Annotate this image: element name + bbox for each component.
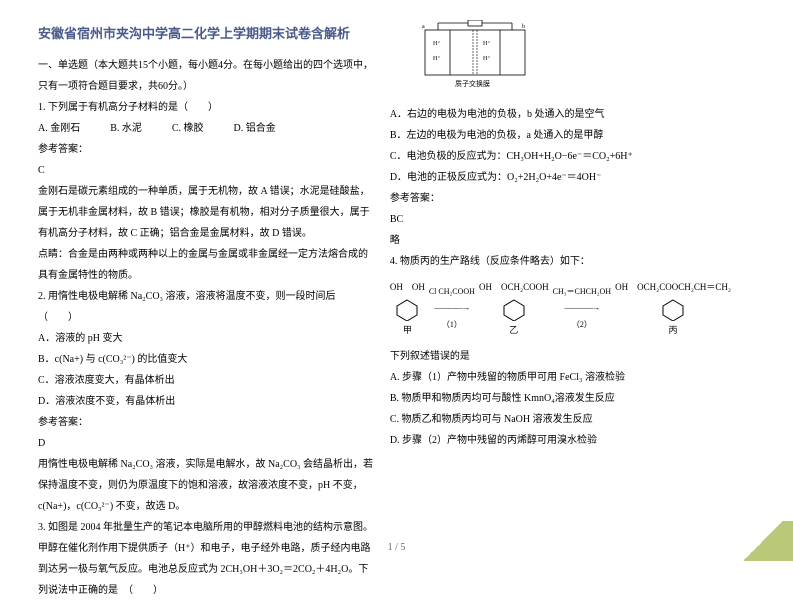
mol3-name: 丙 xyxy=(615,321,731,340)
svg-text:H⁺: H⁺ xyxy=(483,55,491,62)
q4-sub: 下列叙述错误的是 xyxy=(390,346,755,367)
mol1-label: OH OH xyxy=(390,278,425,297)
q3-explain: 略 xyxy=(390,230,755,251)
right-column: H⁺ H⁺ H⁺ H⁺ a b 质子交换膜 A．右边的电极为电池的负极，b 处通… xyxy=(382,20,763,561)
molecule-bing: OH OCH₂COOCH₂CH＝CH₂ 丙 xyxy=(615,278,731,340)
answer-label: 参考答案： xyxy=(390,188,755,209)
q2-opt-b: B．c(Na+) 与 c(CO₃²⁻) 的比值变大 xyxy=(38,349,374,370)
q1-options: A. 金刚石 B. 水泥 C. 橡胶 D. 铝合金 xyxy=(38,118,374,139)
q2-opt-c: C．溶液浓度变大，有晶体析出 xyxy=(38,370,374,391)
mol2-label: OH OCH₂COOH xyxy=(479,278,549,297)
q3-stem: 3. 如图是 2004 年批量生产的笔记本电脑所用的甲醇燃料电池的结构示意图。甲… xyxy=(38,517,374,601)
q4-opt-a: A. 步骤（1）产物中残留的物质甲可用 FeCl₃ 溶液检验 xyxy=(390,367,755,388)
molecule-yi: OH OCH₂COOH 乙 xyxy=(479,278,549,340)
arrow-icon: ————→ xyxy=(553,300,611,317)
q1-stem: 1. 下列属于有机高分子材料的是（ ） xyxy=(38,97,374,118)
mol2-name: 乙 xyxy=(479,321,549,340)
arrow-icon: ————→ xyxy=(429,300,475,317)
q3-opt-b: B．左边的电极为电池的负极，a 处通入的是甲醇 xyxy=(390,125,755,146)
page-content: 安徽省宿州市夹沟中学高二化学上学期期末试卷含解析 一、单选题（本大题共15个小题… xyxy=(0,0,793,561)
svg-text:H⁺: H⁺ xyxy=(483,40,491,47)
molecule-jia: OH OH 甲 xyxy=(390,278,425,340)
reaction-scheme: OH OH 甲 Cl CH₂COOH ————→ （1） OH OCH₂COOH… xyxy=(390,278,755,340)
q1-explain-2: 点睛：合金是由两种或两种以上的金属与金属或非金属经一定方法熔合成的具有金属特性的… xyxy=(38,244,374,286)
svg-text:a: a xyxy=(422,24,425,30)
page-corner-fold xyxy=(733,521,793,561)
arr2-step: （2） xyxy=(553,317,611,334)
doc-title: 安徽省宿州市夹沟中学高二化学上学期期末试卷含解析 xyxy=(38,20,374,47)
q1-answer: C xyxy=(38,160,374,181)
q3-answer: BC xyxy=(390,209,755,230)
answer-label: 参考答案： xyxy=(38,412,374,433)
circuit-diagram: H⁺ H⁺ H⁺ H⁺ a b 质子交换膜 xyxy=(420,20,530,98)
q2-stem: 2. 用惰性电极电解稀 Na₂CO₃ 溶液，溶液将温度不变，则一段时间后 （ ） xyxy=(38,286,374,328)
arrow-2: CH₃＝CHCH₂OH ————→ （2） xyxy=(553,284,611,334)
q1-explain-1: 金刚石是碳元素组成的一种单质，属于无机物，故 A 错误；水泥是硅酸盐，属于无机非… xyxy=(38,181,374,244)
q3-opt-a: A．右边的电极为电池的负极，b 处通入的是空气 xyxy=(390,104,755,125)
svg-text:b: b xyxy=(522,24,525,30)
mol1-name: 甲 xyxy=(390,321,425,340)
q3-opt-d: D．电池的正极反应式为：O₂+2H₂O+4e⁻＝4OH⁻ xyxy=(390,167,755,188)
q2-explain: 用惰性电极电解稀 Na₂CO₃ 溶液，实际是电解水，故 Na₂CO₃ 会结晶析出… xyxy=(38,454,374,517)
mol3-label: OH OCH₂COOCH₂CH＝CH₂ xyxy=(615,278,731,297)
arr2-reagent: CH₃＝CHCH₂OH xyxy=(553,284,611,301)
q4-stem: 4. 物质丙的生产路线（反应条件略去）如下： xyxy=(390,251,755,272)
q4-opt-d: D. 步骤（2）产物中残留的丙烯醇可用溴水检验 xyxy=(390,430,755,451)
arr1-reagent: Cl CH₂COOH xyxy=(429,284,475,301)
q3-opt-c: C．电池负极的反应式为：CH₃OH+H₂O−6e⁻＝CO₂+6H⁺ xyxy=(390,146,755,167)
arrow-1: Cl CH₂COOH ————→ （1） xyxy=(429,284,475,334)
page-number: 1 / 5 xyxy=(0,542,793,553)
q2-opt-d: D．溶液浓度不变，有晶体析出 xyxy=(38,391,374,412)
arr1-step: （1） xyxy=(429,317,475,334)
section-header: 一、单选题（本大题共15个小题，每小题4分。在每小题给出的四个选项中，只有一项符… xyxy=(38,55,374,97)
q4-opt-b: B. 物质甲和物质丙均可与酸性 KmnO₄溶液发生反应 xyxy=(390,388,755,409)
svg-text:H⁺: H⁺ xyxy=(433,55,441,62)
q4-opt-c: C. 物质乙和物质丙均可与 NaOH 溶液发生反应 xyxy=(390,409,755,430)
left-column: 安徽省宿州市夹沟中学高二化学上学期期末试卷含解析 一、单选题（本大题共15个小题… xyxy=(30,20,382,561)
q2-answer: D xyxy=(38,433,374,454)
membrane-label: 质子交换膜 xyxy=(455,79,490,88)
svg-text:H⁺: H⁺ xyxy=(433,40,441,47)
answer-label: 参考答案： xyxy=(38,139,374,160)
q2-opt-a: A．溶液的 pH 变大 xyxy=(38,328,374,349)
